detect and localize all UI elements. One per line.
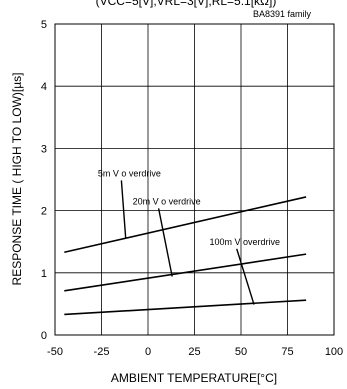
y-tick-label: 4 [41,81,47,93]
annotations: 5m V o verdrive 20m V o verdrive 100m V ov… [98,168,280,305]
y-tick-label: 3 [41,143,47,155]
x-tick-label: 100 [325,346,343,358]
y-tick-label: 1 [41,268,47,280]
annotation-label: 100m V overdrive [209,237,280,247]
annotation-label: 20m V o verdrive [133,196,201,206]
y-axis-label: RESPONSE TIME ( HIGH TO LOW)[µs] [10,73,24,286]
y-tick-label: 2 [41,206,47,218]
series-line [64,299,307,316]
y-tick-label: 5 [41,19,47,31]
x-tick-label: -25 [94,346,110,358]
x-tick-label: 75 [281,346,293,358]
y-tick-label: 0 [41,330,47,342]
annotation-leader [236,248,255,305]
series-line [64,196,307,254]
grid-lines [55,24,334,335]
annotation-leader [157,208,173,277]
x-tick-label: 0 [145,346,151,358]
series-lines [64,196,307,316]
annotation-leader [120,180,127,239]
series-line [64,253,307,292]
axis-ticks: 0 1 2 3 4 5 -50 -25 0 25 50 75 100 [41,19,343,358]
x-tick-label: 50 [235,346,247,358]
x-axis-label: AMBIENT TEMPERATURE[°C] [111,371,277,385]
x-tick-label: 25 [188,346,200,358]
x-tick-label: -50 [47,346,63,358]
plot-area [54,23,335,336]
chart-title: (VCC=5[V],VRL=3[V],RL=5.1[kΩ]) [96,0,277,8]
annotation-label: 5m V o verdrive [98,168,161,178]
chart-subtitle: BA8391 family [253,9,312,19]
